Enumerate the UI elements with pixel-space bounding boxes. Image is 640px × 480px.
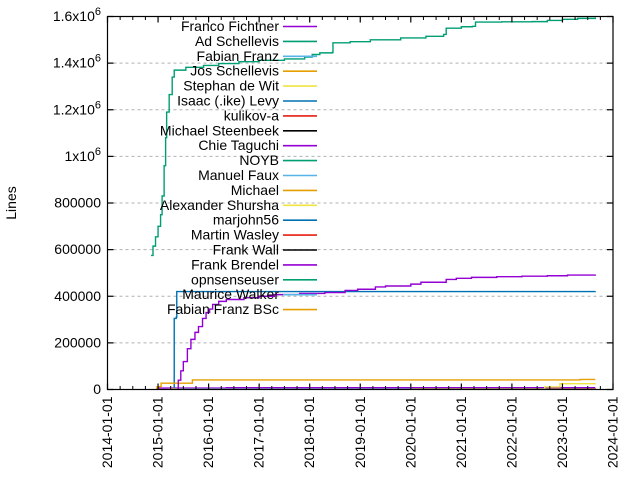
x-tick-label: 2021-01-01 [453,396,469,468]
x-tick-label: 2023-01-01 [554,396,570,468]
x-tick-label: 2018-01-01 [301,396,317,468]
legend-label: Manuel Faux [198,167,279,183]
legend-label: Ad Schellevis [195,33,279,49]
legend-label: Fabian Franz [197,48,279,64]
x-tick-label: 2016-01-01 [200,396,216,468]
legend-label: Chie Taguchi [198,137,279,153]
x-tick-label: 2019-01-01 [352,396,368,468]
series-line-chie-taguchi [156,387,596,390]
legend-label: kulikov-a [224,107,279,123]
y-tick-label: 800000 [54,195,101,211]
legend-label: marjohn56 [213,212,279,228]
y-tick-label: 400000 [54,288,101,304]
legend-label: Fabian Franz BSc [167,301,279,317]
y-tick-label: 1x106 [65,146,101,164]
legend-label: Franco Fichtner [181,18,279,34]
legend-label: Stephan de Wit [183,78,279,94]
x-tick-label: 2015-01-01 [150,396,166,468]
legend-label: Jos Schellevis [190,63,279,79]
x-tick-label: 2020-01-01 [402,396,418,468]
axes [106,15,614,391]
x-tick-label: 2022-01-01 [503,396,519,468]
legend-label: Alexander Shursha [160,197,279,213]
y-tick-label: 200000 [54,334,101,350]
y-axis-title: Lines [3,186,19,219]
y-tick-label: 600000 [54,241,101,257]
gridlines [107,62,613,344]
legend-label: Michael [231,182,279,198]
legend-label: NOYB [239,152,279,168]
x-tick-label: 2014-01-01 [99,396,115,468]
x-tick-label: 2024-01-01 [605,396,621,468]
y-tick-label: 1.6x106 [53,6,101,24]
legend-label: opnsenseuser [191,271,279,287]
legend-label: Michael Steenbeek [160,122,280,138]
y-tick-label: 0 [93,381,101,397]
tick-labels: 0 200000 400000 600000 800000 1x106 1.2x106 1.4… [53,6,621,468]
y-tick-label: 1.4x106 [53,53,101,71]
y-tick-label: 1.2x106 [53,99,101,117]
x-tick-label: 2017-01-01 [251,396,267,468]
legend-label: Isaac (.ike) Levy [177,93,279,109]
series-line-franco-fichtner [177,274,597,390]
legend-label: Martin Wasley [191,227,279,243]
legend-label: Frank Brendel [191,256,279,272]
legend-label: Maurice Walker [182,286,279,302]
series-line-isaac-ike-levy [173,290,597,390]
series-line-jos-schellevis [155,378,596,390]
legend-label: Frank Wall [213,242,279,258]
